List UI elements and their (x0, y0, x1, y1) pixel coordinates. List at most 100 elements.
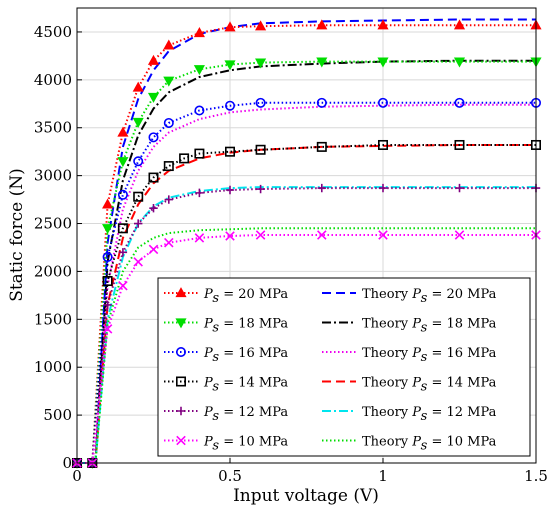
y-tick-label-4: 2000 (34, 262, 72, 280)
point-1-7 (193, 65, 205, 76)
y-tick-label-5: 2500 (34, 215, 72, 233)
series-line-10 (77, 186, 536, 464)
legend-box (157, 277, 531, 457)
series-line-5 (77, 234, 536, 464)
x-tick-label-2: 1 (378, 467, 388, 485)
point-3-10 (255, 144, 266, 155)
point-5-4 (133, 257, 143, 267)
point-0-9 (255, 20, 267, 31)
series-line-3 (77, 144, 536, 464)
y-tick-label-7: 3500 (34, 119, 72, 137)
point-4-10 (317, 183, 326, 193)
point-0-8 (224, 21, 236, 32)
legend-item-thy-4: Theory Ps = 12 MPa (322, 405, 497, 424)
point-0-2 (102, 198, 114, 209)
legend-item-exp-0: Ps = 20 MPa (164, 287, 288, 306)
point-1-11 (377, 57, 389, 68)
ticks-group: 0 0.5 1 1.5 0 500 1000 1500 2000 2500 3000 3500 4000… (34, 23, 548, 485)
legend-item-thy-5: Theory Ps = 10 MPa (322, 435, 497, 454)
legend-item-thy-3: Theory Ps = 14 MPa (322, 376, 497, 395)
point-1-2 (102, 224, 114, 235)
legend-marker-exp-2 (176, 346, 187, 357)
point-4-6 (164, 195, 173, 204)
legend-label-exp-1: Ps = 18 MPa (203, 317, 288, 336)
series-line-4 (77, 187, 536, 464)
y-tick-label-1: 500 (43, 406, 72, 424)
point-2-5 (148, 132, 159, 143)
series-line-8 (77, 103, 536, 464)
point-5-3 (118, 281, 128, 291)
legend-label-thy-3: Theory Ps = 14 MPa (362, 376, 497, 395)
x-tick-label-1: 0.5 (218, 467, 242, 485)
legend-label-thy-2: Theory Ps = 16 MPa (362, 346, 497, 365)
point-5-6 (164, 237, 174, 248)
point-4-4 (134, 219, 143, 228)
y-tick-label-9: 4500 (34, 23, 72, 41)
legend-label-exp-5: Ps = 10 MPa (203, 435, 288, 454)
x-axis-label: Input voltage (V) (233, 486, 379, 506)
y-tick-label-3: 1500 (34, 310, 72, 328)
legend-label-thy-4: Theory Ps = 12 MPa (362, 405, 497, 424)
series-line-2 (77, 101, 536, 464)
point-2-6 (163, 117, 174, 128)
point-2-9 (255, 97, 266, 108)
point-0-10 (316, 19, 328, 30)
point-0-6 (163, 39, 175, 50)
legend-label-thy-1: Theory Ps = 18 MPa (362, 317, 497, 336)
series-7 (77, 59, 536, 464)
point-4-9 (256, 184, 265, 194)
legend-item-exp-2: Ps = 16 MPa (164, 346, 288, 365)
y-tick-label-0: 0 (62, 454, 72, 472)
point-5-2 (102, 324, 113, 334)
point-3-12 (377, 139, 388, 150)
point-4-7 (195, 188, 204, 198)
point-5-11 (378, 230, 388, 240)
legend-label-exp-2: Ps = 16 MPa (203, 346, 288, 365)
legend-label-exp-4: Ps = 12 MPa (203, 405, 288, 424)
point-1-8 (224, 60, 236, 71)
point-3-13 (454, 139, 465, 150)
point-1-5 (147, 92, 160, 103)
legend-item-exp-5: Ps = 10 MPa (164, 435, 288, 454)
point-0-5 (147, 54, 160, 65)
point-5-12 (454, 230, 465, 240)
point-2-7 (194, 105, 205, 116)
legend-item-exp-3: Ps = 14 MPa (164, 376, 288, 395)
point-3-2 (102, 275, 113, 286)
series-8 (77, 103, 536, 464)
point-1-10 (316, 57, 328, 68)
legend-label-exp-3: Ps = 14 MPa (203, 376, 288, 395)
point-2-8 (225, 100, 236, 111)
point-2-3 (117, 189, 128, 200)
point-2-2 (102, 252, 113, 263)
point-1-3 (117, 157, 129, 168)
point-5-9 (255, 230, 266, 240)
point-3-5 (148, 172, 159, 183)
point-3-8 (194, 148, 205, 159)
point-0-11 (377, 19, 389, 30)
x-tick-label-0: 0 (72, 467, 82, 485)
series-10 (77, 186, 536, 464)
point-2-4 (133, 156, 144, 167)
legend-item-exp-4: Ps = 12 MPa (164, 405, 288, 424)
point-4-3 (118, 248, 128, 257)
point-5-5 (148, 244, 159, 255)
point-5-7 (194, 233, 205, 243)
legend-marker-exp-5 (176, 435, 186, 446)
point-2-10 (316, 97, 327, 108)
legend-label-exp-0: Ps = 20 MPa (203, 287, 288, 306)
legend-label-thy-0: Theory Ps = 20 MPa (362, 287, 497, 306)
y-tick-label-8: 4000 (34, 71, 72, 89)
point-3-11 (316, 141, 327, 152)
point-4-8 (225, 185, 235, 195)
point-5-10 (317, 230, 327, 240)
point-3-9 (225, 146, 236, 157)
series-line-7 (77, 59, 536, 464)
point-0-4 (132, 81, 144, 92)
series-group (71, 18, 542, 469)
legend-marker-exp-3 (176, 376, 187, 387)
series-2 (72, 97, 541, 468)
point-0-7 (193, 27, 205, 38)
point-3-6 (163, 161, 174, 172)
